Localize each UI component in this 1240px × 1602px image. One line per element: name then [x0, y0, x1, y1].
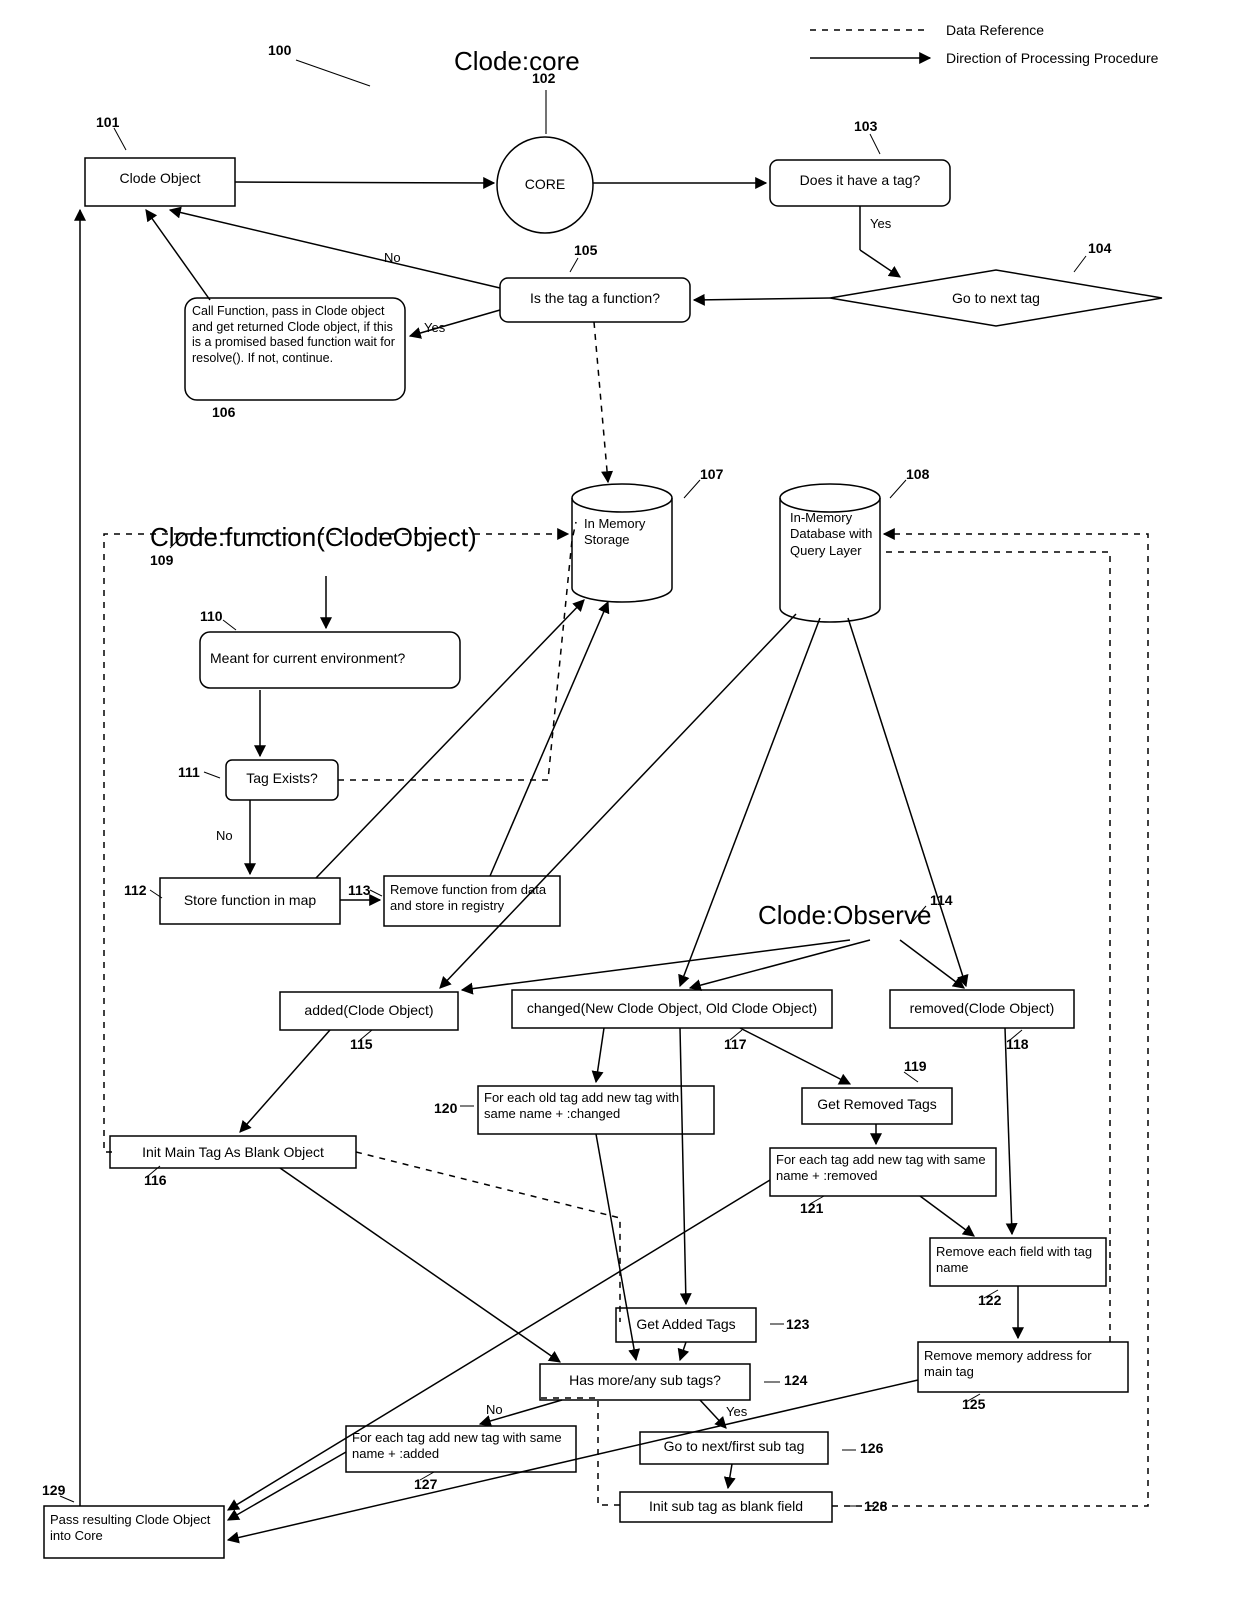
node-117: changed(New Clode Object, Old Clode Obje… — [512, 1000, 832, 1018]
ref-116: 116 — [144, 1172, 167, 1188]
ref-104: 104 — [1088, 240, 1111, 256]
node-111: Tag Exists? — [226, 770, 338, 788]
ref-120: 120 — [434, 1100, 457, 1116]
ref-119: 119 — [904, 1058, 927, 1074]
node-122: Remove each field with tag name — [936, 1244, 1100, 1277]
ref-106: 106 — [212, 404, 235, 420]
node-108: In-Memory Database with Query Layer — [790, 510, 876, 559]
ref-129: 129 — [42, 1482, 65, 1498]
ref-123: 123 — [786, 1316, 809, 1332]
title-func: Clode:function(ClodeObject) — [150, 522, 477, 553]
ref-108: 108 — [906, 466, 929, 482]
node-126: Go to next/first sub tag — [640, 1438, 828, 1456]
node-129: Pass resulting Clode Object into Core — [50, 1512, 218, 1545]
ref-126: 126 — [860, 1440, 883, 1456]
ref-114: 114 — [930, 892, 953, 908]
node-106: Call Function, pass in Clode object and … — [192, 304, 398, 367]
ref-105: 105 — [574, 242, 597, 258]
node-124: Has more/any sub tags? — [540, 1372, 750, 1390]
ref-122: 122 — [978, 1292, 1001, 1308]
ref-117: 117 — [724, 1036, 747, 1052]
edge-no-111: No — [216, 828, 233, 843]
ref-111: 111 — [178, 764, 200, 780]
node-120: For each old tag add new tag with same n… — [484, 1090, 708, 1123]
ref-125: 125 — [962, 1396, 985, 1412]
node-102: CORE — [515, 176, 575, 194]
edge-no-105: No — [384, 250, 401, 265]
ref-118: 118 — [1006, 1036, 1029, 1052]
legend-data-ref: Data Reference — [946, 22, 1044, 38]
node-112: Store function in map — [160, 892, 340, 910]
title-observe: Clode:Observe — [758, 900, 931, 931]
node-104: Go to next tag — [908, 290, 1084, 308]
diagram-canvas: Data Reference Direction of Processing P… — [0, 0, 1240, 1602]
edge-no-124: No — [486, 1402, 503, 1417]
edge-yes-105: Yes — [424, 320, 445, 335]
node-107: In Memory Storage — [584, 516, 666, 549]
ref-100: 100 — [268, 42, 291, 58]
node-110: Meant for current environment? — [210, 650, 450, 668]
node-115: added(Clode Object) — [280, 1002, 458, 1020]
ref-103: 103 — [854, 118, 877, 134]
legend-proc: Direction of Processing Procedure — [946, 50, 1158, 66]
node-113: Remove function from data and store in r… — [390, 882, 556, 915]
node-125: Remove memory address for main tag — [924, 1348, 1122, 1381]
ref-127: 127 — [414, 1476, 437, 1492]
ref-121: 121 — [800, 1200, 823, 1216]
edge-yes-124: Yes — [726, 1404, 747, 1419]
node-128: Init sub tag as blank field — [620, 1498, 832, 1516]
node-103: Does it have a tag? — [770, 172, 950, 190]
ref-101: 101 — [96, 114, 119, 130]
node-127: For each tag add new tag with same name … — [352, 1430, 570, 1463]
ref-107: 107 — [700, 466, 723, 482]
node-118: removed(Clode Object) — [890, 1000, 1074, 1018]
ref-110: 110 — [200, 608, 223, 624]
edge-yes-103: Yes — [870, 216, 891, 231]
ref-115: 115 — [350, 1036, 373, 1052]
ref-102: 102 — [532, 70, 555, 86]
node-123: Get Added Tags — [616, 1316, 756, 1334]
node-121: For each tag add new tag with same name … — [776, 1152, 990, 1185]
ref-112: 112 — [124, 882, 147, 898]
ref-128: 128 — [864, 1498, 887, 1514]
ref-113: 113 — [348, 882, 371, 898]
node-116: Init Main Tag As Blank Object — [110, 1144, 356, 1162]
title-core: Clode:core — [454, 46, 580, 77]
node-101: Clode Object — [85, 170, 235, 188]
node-119: Get Removed Tags — [802, 1096, 952, 1114]
ref-109: 109 — [150, 552, 173, 568]
ref-124: 124 — [784, 1372, 807, 1388]
node-105: Is the tag a function? — [500, 290, 690, 308]
